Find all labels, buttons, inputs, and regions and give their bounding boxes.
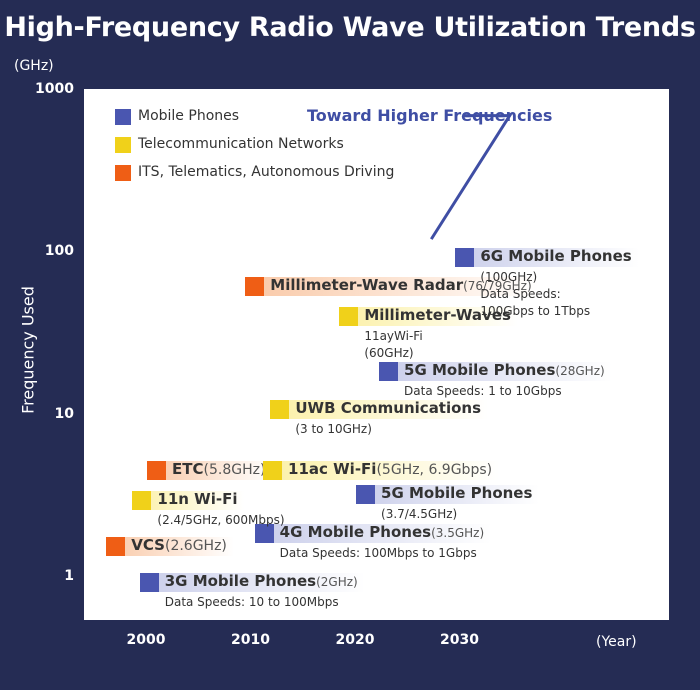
chart-title: High-Frequency Radio Wave Utilization Tr…: [4, 12, 696, 43]
data-point-detail: 11ayWi-Fi (60GHz): [364, 328, 422, 362]
data-point-label: ETC(5.8GHz): [172, 460, 265, 478]
data-point-name: 5G Mobile Phones: [404, 360, 556, 379]
data-point-frequency: (2GHz): [316, 575, 358, 590]
y-tick-label: 1: [64, 568, 74, 584]
legend-label-its: ITS, Telematics, Autonomous Driving: [138, 164, 395, 180]
data-point-name: Millimeter-Waves: [364, 306, 511, 325]
data-point-band: [455, 248, 639, 268]
data-point-detail-line: 11ayWi-Fi: [364, 329, 423, 344]
data-point-marker: [270, 399, 290, 419]
data-point-name: 4G Mobile Phones: [279, 523, 432, 542]
data-point-detail-line: Data Speeds: 1 to 10Gbps: [404, 383, 562, 398]
data-point-band: [356, 485, 540, 505]
y-tick-label: 10: [54, 405, 74, 422]
data-point-marker: [106, 536, 126, 556]
data-point-detail: (3.7/4.5GHz): [381, 506, 457, 523]
x-tick-label: 2030: [440, 632, 479, 648]
data-point-band: [147, 461, 273, 481]
x-tick-label: 2010: [231, 632, 270, 648]
data-point-label: 11n Wi-Fi: [157, 490, 237, 508]
data-point-detail-line: Data Speeds: 10 to 100Mbps: [164, 595, 339, 610]
legend-swatch-its: [115, 165, 131, 181]
y-tick-label: 1000: [35, 80, 74, 97]
data-point-band: [132, 491, 245, 511]
data-point-name: VCS: [131, 535, 165, 554]
data-point-detail: Data Speeds: 10 to 100Mbps: [165, 594, 339, 611]
data-point-detail: (2.4/5GHz, 600Mbps): [157, 512, 284, 529]
data-point-name: 3G Mobile Phones: [164, 572, 317, 591]
x-unit-label: (Year): [596, 634, 637, 650]
annotation-arrow: [430, 114, 513, 240]
data-point-band: [106, 536, 234, 556]
data-point-label: VCS(2.6GHz): [131, 536, 227, 554]
annotation-text: Toward Higher Frequencies: [307, 106, 553, 125]
data-point-band: [254, 524, 492, 544]
data-point-frequency: (3.5GHz): [431, 526, 485, 541]
data-point-label: 11ac Wi-Fi(5GHz, 6.9Gbps): [288, 460, 492, 478]
data-point-name: UWB Communications: [295, 398, 482, 417]
data-point-band: [263, 461, 500, 481]
data-point-frequency: (76/79GHz): [463, 279, 532, 294]
data-point-marker: [379, 361, 399, 381]
data-point-detail-line: (100GHz): [480, 270, 538, 285]
data-point-marker: [147, 461, 167, 481]
y-unit-label: (GHz): [14, 58, 54, 74]
data-point-detail-line: 100Gbps to 1Tbps: [480, 304, 591, 319]
data-point-name: 11ac Wi-Fi: [288, 460, 377, 479]
data-point-detail: Data Speeds: 100Mbps to 1Gbps: [280, 545, 477, 562]
data-point-marker: [254, 524, 274, 544]
data-point-marker: [263, 461, 283, 481]
data-point-label: 6G Mobile Phones: [480, 247, 631, 265]
data-point-name: 5G Mobile Phones: [381, 484, 533, 503]
data-point-detail-line: Data Speeds:: [480, 287, 561, 302]
data-point-detail-line: (3.7/4.5GHz): [381, 507, 458, 522]
data-point-marker: [245, 277, 265, 297]
legend-swatch-telecom: [115, 137, 131, 153]
data-point-name: 11n Wi-Fi: [157, 490, 238, 509]
data-point-band: [245, 277, 539, 297]
data-point-frequency: (28GHz): [555, 363, 605, 378]
legend-label-mobile: Mobile Phones: [138, 108, 240, 124]
data-point-name: ETC: [172, 460, 204, 479]
data-point-detail-line: (60GHz): [364, 346, 414, 361]
data-point-band: [379, 361, 612, 381]
data-point-marker: [455, 248, 475, 268]
data-point-band: [139, 573, 365, 593]
data-point-label: Millimeter-Wave Radar(76/79GHz): [270, 276, 531, 294]
data-point-band: [339, 307, 518, 327]
data-point-name: Millimeter-Wave Radar: [270, 276, 464, 295]
data-point-marker: [356, 485, 376, 505]
data-point-name: 6G Mobile Phones: [480, 247, 632, 266]
data-point-label: UWB Communications: [295, 399, 481, 417]
data-point-label: 3G Mobile Phones(2GHz): [165, 572, 358, 590]
data-point-detail: (3 to 10GHz): [295, 421, 372, 438]
data-point-band: [270, 399, 489, 419]
data-point-detail: (100GHz) Data Speeds: 100Gbps to 1Tbps: [480, 269, 590, 320]
data-point-label: 5G Mobile Phones: [381, 484, 532, 502]
x-tick-label: 2000: [126, 632, 166, 648]
data-point-label: 4G Mobile Phones(3.5GHz): [280, 523, 484, 541]
legend-swatch-mobile: [115, 109, 131, 125]
data-point-detail-line: (3 to 10GHz): [295, 421, 372, 436]
data-point-marker: [339, 307, 359, 327]
data-point-frequency: (2.6GHz): [164, 537, 227, 554]
legend-label-telecom: Telecommunication Networks: [138, 136, 344, 152]
data-point-frequency: (5.8GHz): [203, 462, 266, 479]
y-tick-label: 100: [44, 243, 74, 259]
data-point-label: 5G Mobile Phones(28GHz): [404, 361, 605, 379]
data-point-detail-line: (2.4/5GHz, 600Mbps): [157, 513, 285, 528]
data-point-marker: [139, 573, 159, 593]
data-point-label: Millimeter-Waves: [364, 306, 511, 324]
data-point-detail-line: Data Speeds: 100Mbps to 1Gbps: [279, 546, 477, 561]
data-point-marker: [132, 491, 152, 511]
x-tick-label: 2020: [335, 632, 375, 648]
data-point-detail: Data Speeds: 1 to 10Gbps: [404, 383, 562, 400]
data-point-frequency: (5GHz, 6.9Gbps): [376, 462, 493, 479]
